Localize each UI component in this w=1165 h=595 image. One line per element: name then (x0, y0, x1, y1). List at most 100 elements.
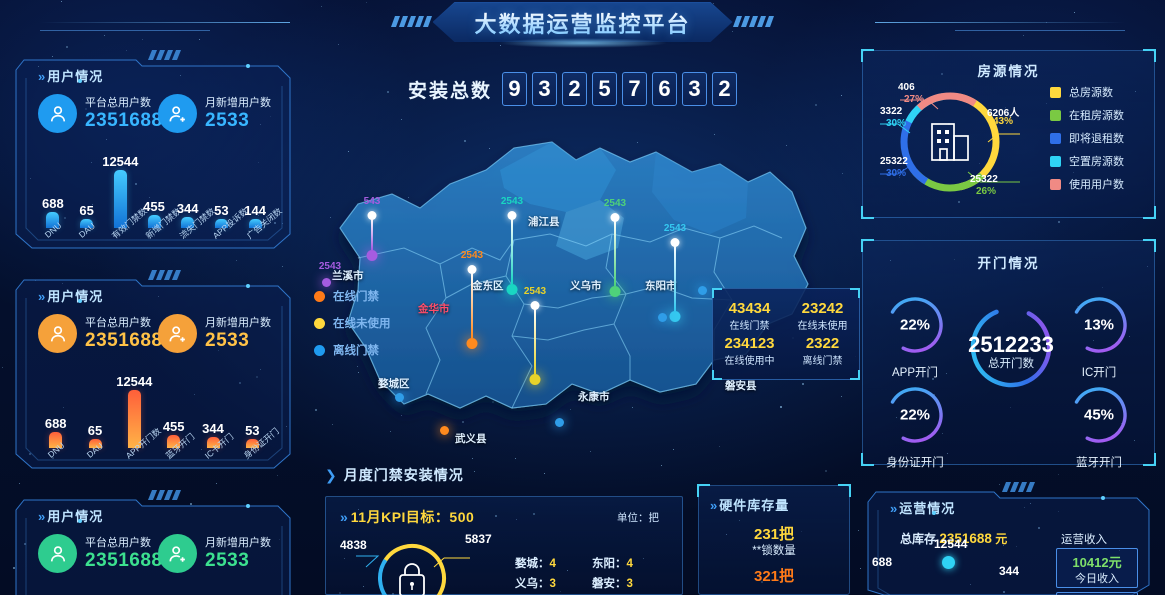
door-gauge-3[interactable]: 45% 蓝牙开门 (1064, 380, 1134, 469)
door-gauge-1[interactable]: 13% IC开门 (1064, 290, 1134, 379)
donut-percent-label: 43% (993, 116, 1014, 127)
mini-dot-icon (942, 556, 955, 569)
bar[interactable] (113, 170, 127, 228)
digit-cell: 6 (652, 72, 678, 106)
hardware-value-2: 321把 (753, 568, 795, 585)
gauge-value: 45% (1083, 406, 1115, 424)
legend-label: 离线门禁 (333, 345, 379, 357)
bar[interactable] (49, 432, 63, 448)
panel-hardware: » 硬件库存量 231把 **锁数量 321把 (697, 484, 851, 595)
housing-legend-item[interactable]: 空置房源数 (1050, 153, 1124, 169)
panel-monthly-install: ❯ 月度门禁安装情况 » 11月KPI目标：500 单位：把 4838 5837 婺… (320, 460, 685, 595)
map-legend-item[interactable]: 在线门禁 (314, 288, 391, 304)
housing-legend-item[interactable]: 使用用户数 (1050, 176, 1124, 192)
housing-legend-item[interactable]: 在租房源数 (1050, 107, 1124, 123)
header-line-left (40, 22, 290, 23)
kpi-label: 月新增用户数 (205, 316, 271, 329)
legend-color-swatch (1050, 132, 1061, 144)
revenue-card-today[interactable]: 10412元 今日收入 (1056, 548, 1138, 588)
chevron-right-icon: » (38, 289, 45, 304)
map-city-label[interactable]: 兰溪市 (332, 270, 364, 282)
panel-frame (10, 268, 296, 473)
map-city-label[interactable]: 磐安县 (725, 380, 757, 392)
bar[interactable] (214, 219, 228, 228)
map-pin[interactable]: 2543 (452, 250, 492, 349)
panel-user-blue: » 用户情况 平台总用户数 2351688 月 (10, 48, 296, 253)
map-city-label[interactable]: 金华市 (418, 303, 450, 315)
door-gauge-0[interactable]: 22% APP开门 (880, 290, 950, 379)
donut-value-label: 25322 (970, 174, 998, 185)
bar[interactable] (127, 390, 141, 448)
legend-label: 在线门禁 (333, 291, 379, 303)
stat-label: 在线未使用 (797, 321, 848, 332)
donut-value-label: 406 (898, 82, 915, 93)
panel-slash-decoration (147, 490, 182, 500)
bar-value: 344 (202, 420, 224, 436)
gauge-label: APP开门 (891, 367, 938, 379)
kpi-new-users[interactable]: 月新增用户数 2533 (158, 94, 271, 133)
legend-color-dot (314, 290, 325, 302)
header-banner-shape (433, 2, 733, 42)
panel-dot (246, 504, 250, 508)
kpi-label: 月新增用户数 (205, 96, 271, 109)
digit-cell: 7 (622, 72, 648, 106)
jinhua-map[interactable] (300, 108, 860, 438)
chevron-right-icon: » (890, 501, 897, 516)
kpi-value: 2533 (205, 549, 250, 571)
housing-legend-item[interactable]: 总房源数 (1050, 84, 1124, 100)
map-city-label[interactable]: 义乌市 (570, 280, 602, 292)
gauge-value: 22% (899, 316, 931, 334)
stat-label: 在线使用中 (724, 356, 775, 367)
bar[interactable] (206, 436, 220, 448)
bar[interactable] (181, 216, 195, 228)
map-legend-item[interactable]: 离线门禁 (314, 342, 391, 358)
kpi-value: 2351688 (85, 549, 163, 571)
kpi-new-users[interactable]: 月新增用户数 2533 (158, 314, 271, 353)
revenue-card-second[interactable]: 12866元 (1056, 592, 1138, 595)
legend-color-swatch (1050, 155, 1061, 167)
map-pin[interactable]: 2543 (492, 196, 532, 295)
map-stat-cell: 23242 在线未使用 (786, 299, 859, 334)
map-pin[interactable]: 2543 (515, 286, 555, 385)
digit-cell: 9 (502, 72, 528, 106)
panel-title-door: 开门情况 (977, 256, 1040, 271)
map-pin[interactable]: 2543 (655, 223, 695, 322)
hardware-value-1: 231把 (753, 526, 795, 543)
digit-cell: 2 (712, 72, 738, 106)
bar[interactable] (147, 215, 161, 228)
kpi-new-users[interactable]: 月新增用户数 2533 (158, 534, 271, 573)
map-pin[interactable]: 2543 (318, 261, 342, 272)
housing-legend-item[interactable]: 即将退租数 (1050, 130, 1124, 146)
bar[interactable] (46, 212, 60, 228)
corner-decoration (838, 484, 851, 497)
kpi-total-users[interactable]: 平台总用户数 2351688 (38, 534, 162, 573)
legend-label: 总房源数 (1069, 87, 1113, 99)
bar[interactable] (245, 439, 259, 448)
map-city-label[interactable]: 武义县 (455, 433, 487, 445)
map-legend-item[interactable]: 在线未使用 (314, 315, 391, 331)
map-city-label[interactable]: 金东区 (472, 280, 504, 292)
bar[interactable] (167, 435, 181, 448)
map-city-label[interactable]: 东阳市 (645, 280, 677, 292)
door-gauge-2[interactable]: 22% 身份证开门 (880, 380, 950, 469)
bar[interactable] (88, 439, 102, 448)
stat-label: 离线门禁 (802, 356, 843, 367)
panel-title-operation: » 运营情况 (890, 501, 956, 516)
map-pin[interactable]: 543 (352, 196, 392, 261)
map-city-label[interactable]: 永康市 (578, 391, 610, 403)
housing-donut-chart (880, 92, 1020, 192)
map-city-label[interactable]: 婺城区 (378, 378, 410, 390)
kpi-total-users[interactable]: 平台总用户数 2351688 (38, 314, 162, 353)
kpi-total-users[interactable]: 平台总用户数 2351688 (38, 94, 162, 133)
bar[interactable] (80, 219, 94, 228)
kpi-target-header: » 11月KPI目标：500 (340, 509, 475, 525)
map-pin[interactable]: 2543 (595, 198, 635, 297)
gauge-label: 蓝牙开门 (1076, 457, 1122, 469)
chevron-right-icon: » (340, 509, 348, 525)
digit-cell: 5 (592, 72, 618, 106)
digit-cell: 3 (682, 72, 708, 106)
bar[interactable] (248, 219, 262, 228)
map-city-label[interactable]: 浦江县 (528, 216, 560, 228)
header-thin-left (40, 30, 210, 31)
